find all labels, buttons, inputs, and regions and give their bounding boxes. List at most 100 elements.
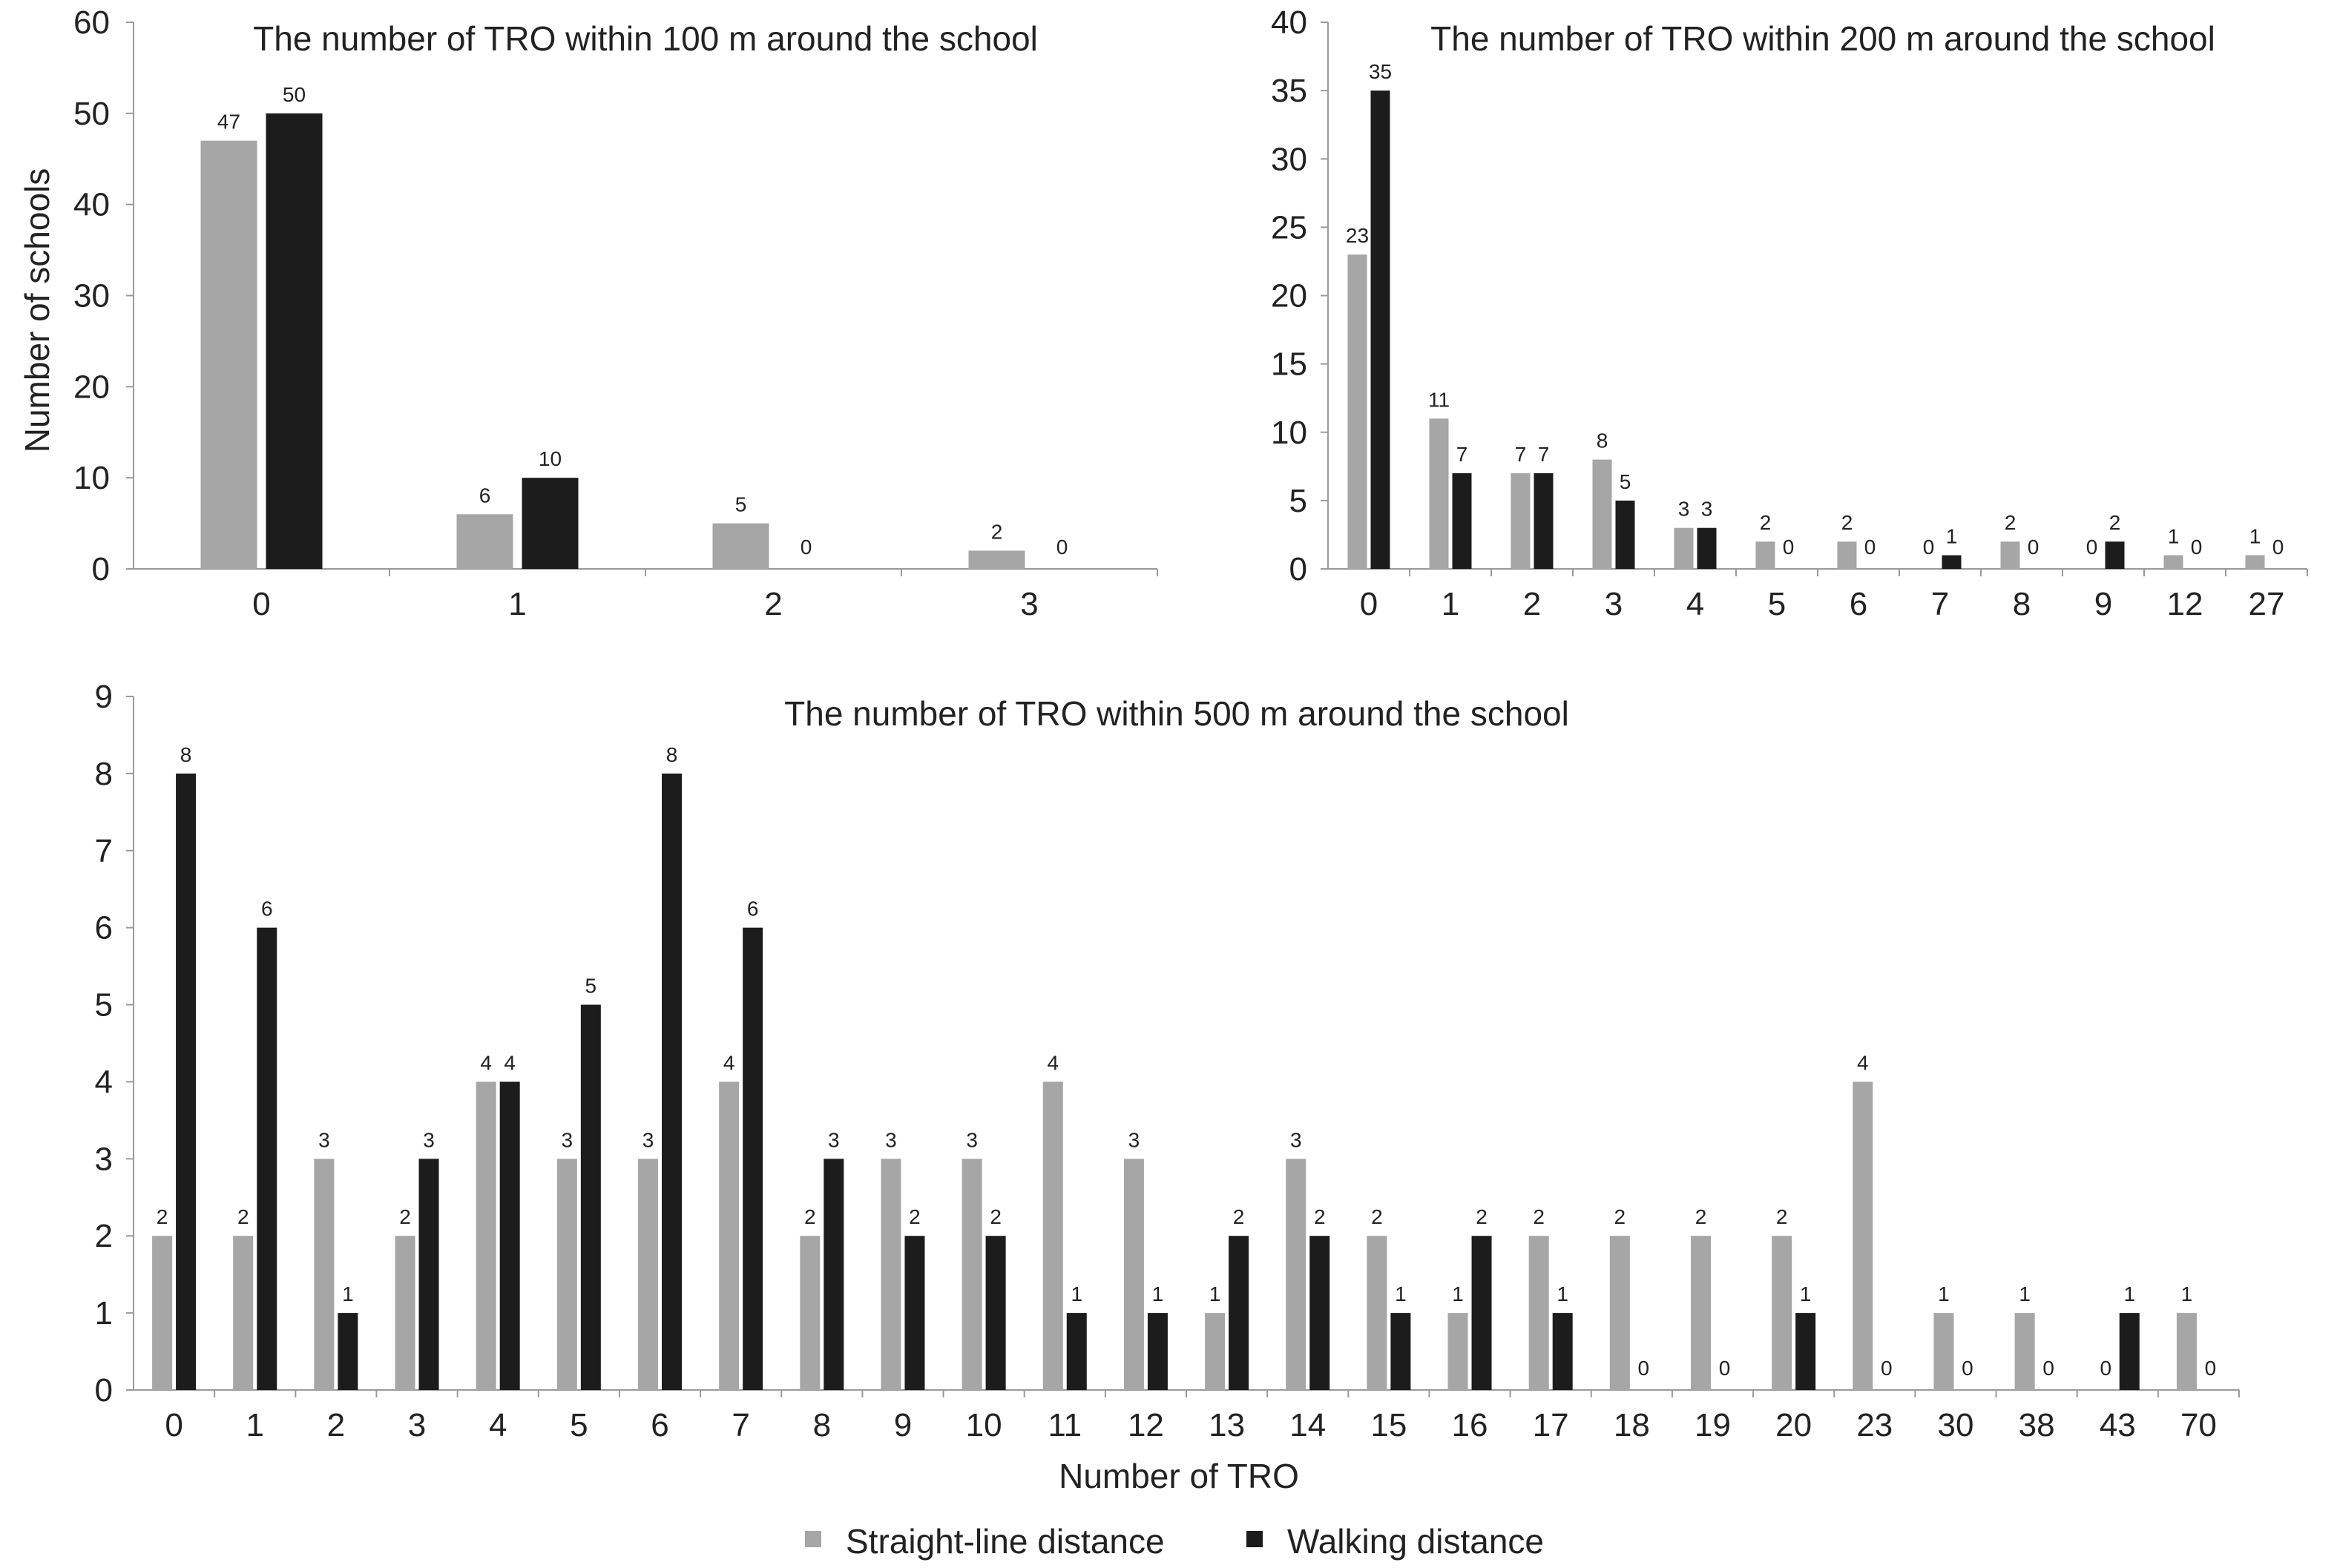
bar-walking xyxy=(176,773,197,1390)
data-label: 3 xyxy=(642,1128,654,1151)
x-tick-label: 38 xyxy=(2019,1407,2055,1443)
bar-straight-line xyxy=(2014,1313,2035,1390)
bar-walking xyxy=(904,1236,925,1390)
data-label: 6 xyxy=(261,897,273,920)
data-label: 1 xyxy=(1209,1282,1221,1305)
x-tick-label: 1 xyxy=(508,586,526,622)
y-axis-label: Number of schools xyxy=(18,168,56,453)
data-label: 5 xyxy=(585,975,597,998)
x-tick-label: 4 xyxy=(1686,586,1704,622)
bar-straight-line xyxy=(1447,1313,1468,1390)
bar-straight-line xyxy=(314,1159,335,1390)
data-label: 2 xyxy=(1776,1205,1788,1228)
x-tick-label: 0 xyxy=(252,586,270,622)
x-tick-label: 30 xyxy=(1937,1407,1973,1443)
bar-straight-line xyxy=(1511,473,1531,569)
data-label: 8 xyxy=(180,743,192,766)
legend-label-walking: Walking distance xyxy=(1287,1522,1544,1561)
bar-straight-line xyxy=(881,1159,901,1390)
bar-walking xyxy=(1066,1313,1087,1390)
data-label: 3 xyxy=(562,1128,573,1151)
data-label: 0 xyxy=(2272,536,2284,559)
data-label: 0 xyxy=(1638,1357,1650,1380)
data-label: 2 xyxy=(991,520,1003,543)
x-tick-label: 17 xyxy=(1533,1407,1569,1443)
legend-label-straight-line: Straight-line distance xyxy=(846,1522,1165,1561)
bar-straight-line xyxy=(1286,1159,1306,1390)
data-label: 1 xyxy=(2181,1282,2193,1305)
chart-title: The number of TRO within 500 m around th… xyxy=(784,694,1569,733)
data-label: 4 xyxy=(1857,1051,1869,1074)
data-label: 0 xyxy=(1881,1357,1893,1380)
data-label: 0 xyxy=(1719,1357,1731,1380)
y-tick-label: 30 xyxy=(73,278,110,314)
bar-walking xyxy=(1370,90,1390,569)
bar-straight-line xyxy=(1592,459,1612,569)
bar-walking xyxy=(1390,1313,1411,1390)
bar-straight-line xyxy=(1691,1236,1711,1390)
data-label: 5 xyxy=(735,493,747,516)
data-label: 8 xyxy=(666,743,678,766)
y-tick-label: 10 xyxy=(73,460,110,496)
bar-straight-line xyxy=(1933,1313,1954,1390)
data-label: 3 xyxy=(1290,1128,1302,1151)
data-label: 0 xyxy=(1864,536,1876,559)
data-label: 0 xyxy=(1056,536,1068,559)
x-tick-label: 9 xyxy=(2094,586,2112,622)
x-tick-label: 9 xyxy=(894,1407,912,1443)
x-tick-label: 1 xyxy=(1442,586,1459,622)
bar-walking xyxy=(1534,473,1554,569)
bar-walking xyxy=(1471,1236,1492,1390)
legend-swatch-straight-line xyxy=(805,1531,821,1547)
data-label: 1 xyxy=(2249,525,2261,548)
x-tick-label: 1 xyxy=(246,1407,263,1443)
y-tick-label: 6 xyxy=(95,910,113,946)
data-label: 0 xyxy=(2086,536,2098,559)
bar-straight-line xyxy=(556,1159,577,1390)
bar-straight-line xyxy=(719,1081,740,1390)
x-axis-label: Number of TRO xyxy=(1059,1457,1299,1495)
data-label: 0 xyxy=(1783,536,1795,559)
bar-walking xyxy=(499,1081,520,1390)
data-label: 3 xyxy=(1128,1128,1140,1151)
data-label: 4 xyxy=(480,1051,492,1074)
chart-title: The number of TRO within 200 m around th… xyxy=(1430,19,2215,58)
data-label: 1 xyxy=(1071,1282,1082,1305)
x-tick-label: 2 xyxy=(327,1407,345,1443)
data-label: 11 xyxy=(1428,388,1450,411)
data-label: 2 xyxy=(399,1205,411,1228)
bar-walking xyxy=(662,773,682,1390)
y-tick-label: 8 xyxy=(95,756,113,792)
data-label: 3 xyxy=(423,1128,435,1151)
data-label: 2 xyxy=(157,1205,168,1228)
y-tick-label: 35 xyxy=(1271,73,1307,109)
x-tick-label: 15 xyxy=(1370,1407,1407,1443)
x-tick-label: 13 xyxy=(1209,1407,1245,1443)
data-label: 0 xyxy=(2205,1357,2217,1380)
data-label: 10 xyxy=(539,447,562,470)
bar-walking xyxy=(418,1159,439,1390)
bar-walking xyxy=(1309,1236,1330,1390)
bar-straight-line xyxy=(1042,1081,1063,1390)
bar-straight-line xyxy=(2245,555,2265,569)
x-tick-label: 23 xyxy=(1856,1407,1893,1443)
y-tick-label: 9 xyxy=(95,679,113,715)
data-label: 2 xyxy=(804,1205,816,1228)
bar-straight-line xyxy=(1837,541,1857,569)
x-tick-label: 70 xyxy=(2180,1407,2217,1443)
y-tick-label: 1 xyxy=(95,1295,113,1331)
bar-walking xyxy=(1615,500,1635,569)
x-tick-label: 3 xyxy=(408,1407,426,1443)
bar-straight-line xyxy=(712,523,769,569)
bar-walking xyxy=(1942,555,1962,569)
y-tick-label: 50 xyxy=(73,96,110,132)
data-label: 1 xyxy=(1152,1282,1164,1305)
data-label: 1 xyxy=(1938,1282,1950,1305)
x-tick-label: 20 xyxy=(1775,1407,1812,1443)
data-label: 1 xyxy=(1452,1282,1464,1305)
data-label: 1 xyxy=(2123,1282,2135,1305)
x-tick-label: 6 xyxy=(651,1407,668,1443)
data-label: 3 xyxy=(1678,498,1690,521)
